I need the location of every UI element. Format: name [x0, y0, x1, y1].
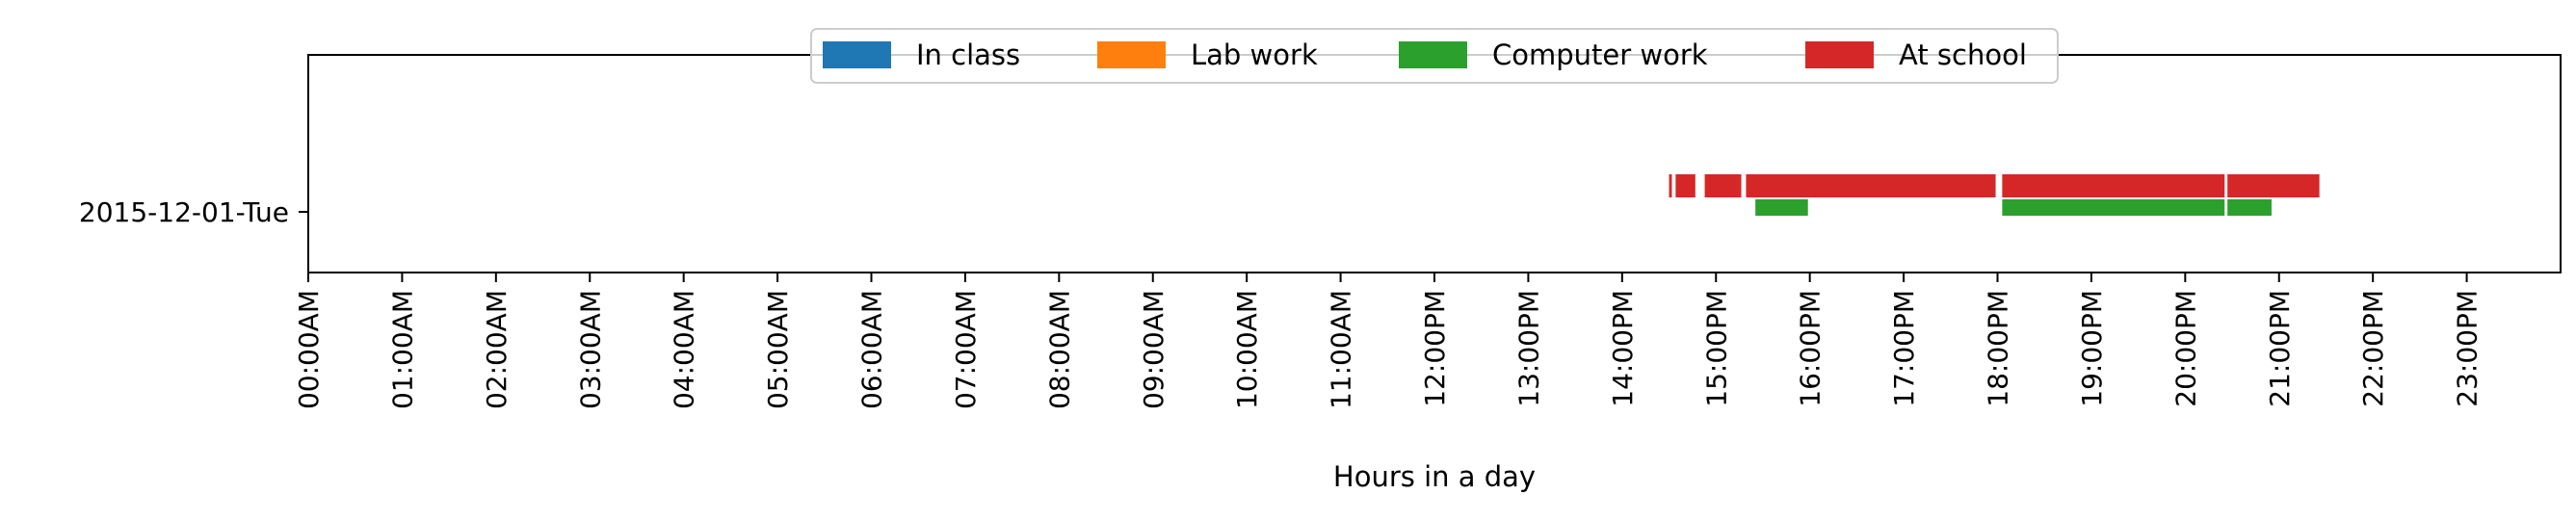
bar-at-school: [1669, 174, 1672, 197]
x-axis-label: Hours in a day: [1333, 460, 1536, 493]
legend-swatch-computer-work: [1399, 41, 1467, 68]
y-axis: 2015-12-01-Tue: [79, 196, 308, 228]
bar-computer-work: [1755, 199, 1808, 216]
plot-area: [308, 55, 2561, 273]
legend-swatch-lab-work: [1097, 41, 1166, 68]
x-tick-label: 12:00PM: [1419, 290, 1451, 407]
x-tick-label: 22:00PM: [2357, 290, 2389, 407]
activity-bars: [1669, 174, 2320, 216]
x-tick-label: 03:00AM: [574, 290, 606, 409]
x-tick-label: 07:00AM: [950, 290, 982, 409]
legend: In class Lab work Computer work At school: [810, 28, 2059, 84]
x-tick-label: 11:00AM: [1326, 290, 1357, 409]
x-tick-label: 10:00AM: [1231, 290, 1263, 409]
legend-swatch-in-class: [823, 41, 891, 68]
bar-at-school: [1746, 174, 1996, 197]
bar-computer-work: [2002, 199, 2225, 216]
x-tick-label: 06:00AM: [856, 290, 888, 409]
legend-label: At school: [1899, 39, 2027, 71]
x-tick-label: 17:00PM: [1888, 290, 1920, 407]
y-tick-label: 2015-12-01-Tue: [79, 196, 289, 228]
bar-at-school: [2227, 174, 2320, 197]
x-tick-label: 08:00AM: [1043, 290, 1075, 409]
x-tick-label: 13:00PM: [1512, 290, 1544, 407]
x-tick-label: 05:00AM: [762, 290, 794, 409]
x-tick-label: 18:00PM: [1983, 290, 2014, 407]
x-tick-label: 00:00AM: [293, 290, 325, 409]
x-tick-label: 04:00AM: [669, 290, 700, 409]
bar-at-school: [1675, 174, 1695, 197]
x-tick-label: 16:00PM: [1795, 290, 1827, 407]
bar-at-school: [2002, 174, 2225, 197]
x-tick-label: 19:00PM: [2076, 290, 2108, 407]
x-tick-label: 01:00AM: [386, 290, 418, 409]
x-tick-label: 14:00PM: [1607, 290, 1639, 407]
x-axis: 00:00AM 01:00AM 02:00AM 03:00AM 04:00AM 05:00…: [293, 273, 2484, 409]
legend-label: Computer work: [1492, 39, 1708, 71]
x-tick-label: 21:00PM: [2264, 290, 2296, 407]
x-tick-label: 23:00PM: [2452, 290, 2484, 407]
legend-label: Lab work: [1191, 39, 1318, 71]
x-tick-label: 15:00PM: [1700, 290, 1732, 407]
x-tick-label: 02:00AM: [481, 290, 513, 409]
legend-label: In class: [916, 39, 1020, 71]
bar-at-school: [1704, 174, 1742, 197]
legend-swatch-at-school: [1805, 41, 1874, 68]
bar-computer-work: [2227, 199, 2272, 216]
x-tick-label: 20:00PM: [2169, 290, 2201, 407]
x-tick-label: 09:00AM: [1138, 290, 1170, 409]
